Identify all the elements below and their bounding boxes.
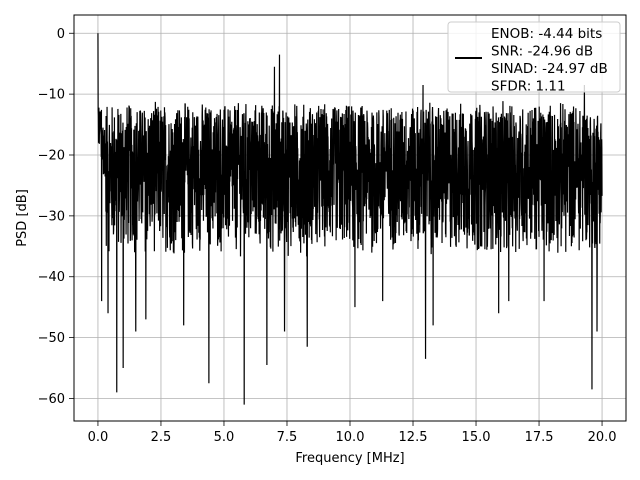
y-tick-label: −50 bbox=[38, 331, 65, 346]
y-tick-label: −40 bbox=[38, 270, 65, 285]
x-tick-label: 15.0 bbox=[462, 430, 491, 445]
y-axis-label: PSD [dB] bbox=[15, 189, 30, 247]
x-axis-ticks: 0.0 2.5 5.0 7.5 10.0 12.5 15.0 17.5 20.0 bbox=[88, 421, 617, 445]
y-tick-label: −30 bbox=[38, 209, 65, 224]
series-layer bbox=[97, 33, 603, 405]
x-tick-label: 17.5 bbox=[525, 430, 554, 445]
legend-line-2: SNR: -24.96 dB bbox=[491, 44, 593, 60]
legend-line-3: SINAD: -24.97 dB bbox=[491, 61, 608, 77]
y-tick-label: −20 bbox=[38, 149, 65, 164]
y-tick-label: 0 bbox=[57, 27, 65, 42]
x-tick-label: 2.5 bbox=[151, 430, 172, 445]
x-tick-label: 0.0 bbox=[88, 430, 109, 445]
y-axis-ticks: 0 −10 −20 −30 −40 −50 −60 bbox=[38, 27, 74, 407]
x-tick-label: 12.5 bbox=[399, 430, 428, 445]
x-tick-label: 7.5 bbox=[277, 430, 298, 445]
x-tick-label: 20.0 bbox=[588, 430, 617, 445]
legend-line-1: ENOB: -4.44 bits bbox=[491, 26, 602, 42]
x-tick-label: 10.0 bbox=[336, 430, 365, 445]
psd-series-line bbox=[97, 33, 603, 405]
x-axis-label: Frequency [MHz] bbox=[295, 451, 404, 466]
legend-box bbox=[447, 21, 621, 93]
x-tick-label: 5.0 bbox=[214, 430, 235, 445]
y-tick-label: −60 bbox=[38, 392, 65, 407]
y-tick-label: −10 bbox=[38, 88, 65, 103]
legend-line-4: SFDR: 1.11 bbox=[491, 79, 566, 95]
